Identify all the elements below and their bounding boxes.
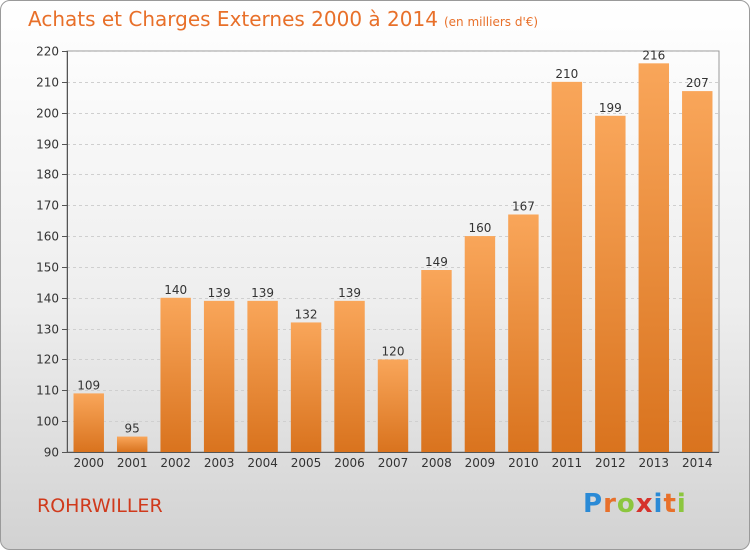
proxiti-logo: Proxiti <box>583 489 687 519</box>
x-tick-label: 2013 <box>639 456 670 470</box>
y-tick-label: 130 <box>36 323 59 337</box>
bar-value-label: 199 <box>599 101 622 115</box>
bar-value-label: 132 <box>295 307 318 321</box>
y-tick-label: 210 <box>36 76 59 90</box>
x-tick-label: 2012 <box>595 456 626 470</box>
logo-letter: r <box>603 489 617 519</box>
bar-2010 <box>508 214 539 452</box>
logo-letter: x <box>635 489 654 519</box>
y-tick-label: 110 <box>36 384 59 398</box>
y-tick-label: 150 <box>36 261 59 275</box>
bar-value-label: 95 <box>125 422 140 436</box>
x-tick-label: 2003 <box>204 456 235 470</box>
x-axis: 2000 2001 2002 2003 2004 2005 2006 2007 2008 2009… <box>67 452 719 470</box>
bar-2007 <box>377 359 409 452</box>
x-tick-label: 2006 <box>334 456 365 470</box>
bar-value-label: 160 <box>468 221 491 235</box>
y-tick-label: 120 <box>36 353 59 367</box>
y-tick-label: 200 <box>36 107 59 121</box>
logo-letter: i <box>653 489 664 519</box>
bar-value-label: 167 <box>512 199 535 213</box>
y-tick-label: 90 <box>44 446 59 460</box>
logo-letter: t <box>663 489 677 519</box>
chart-subtitle: (en milliers d'€) <box>443 15 539 29</box>
logo-letter: i <box>676 489 687 519</box>
bar-2001 <box>116 436 148 452</box>
chart-title: Achats et Charges Externes 2000 à 2014 (e… <box>28 7 538 31</box>
bar-value-label: 140 <box>164 283 187 297</box>
x-tick-label: 2000 <box>73 456 104 470</box>
bar-value-label: 210 <box>555 67 578 81</box>
bar-value-label: 216 <box>642 48 665 62</box>
y-axis: 90 100 110 120 130 140 150 160 170 180 190 200 210 22… <box>36 45 68 460</box>
bar-2000 <box>73 393 104 452</box>
x-tick-label: 2009 <box>465 456 496 470</box>
bar-2011 <box>551 81 583 452</box>
x-tick-label: 2005 <box>291 456 322 470</box>
y-tick-label: 160 <box>36 230 59 244</box>
y-tick-label: 180 <box>36 168 59 182</box>
x-tick-label: 2007 <box>378 456 409 470</box>
y-tick-label: 190 <box>36 138 59 152</box>
x-tick-label: 2010 <box>508 456 539 470</box>
gridlines <box>66 50 720 453</box>
bar-value-label: 139 <box>208 286 231 300</box>
y-tick-label: 100 <box>36 415 59 429</box>
bar-value-label: 149 <box>425 255 448 269</box>
logo-letter: P <box>583 489 604 519</box>
x-tick-label: 2001 <box>117 456 148 470</box>
x-tick-label: 2008 <box>421 456 452 470</box>
bar-value-label: 120 <box>382 344 405 358</box>
bar-2002 <box>160 297 191 452</box>
bar-2012 <box>595 115 626 453</box>
bar-2008 <box>421 270 452 452</box>
bar-2005 <box>290 322 322 452</box>
y-tick-label: 170 <box>36 199 59 213</box>
bar-2013 <box>638 63 670 452</box>
place-label: ROHRWILLER <box>37 495 163 517</box>
x-tick-label: 2011 <box>552 456 583 470</box>
bar-2004 <box>247 300 278 452</box>
bar-2014 <box>682 91 713 452</box>
chart-title-text: Achats et Charges Externes 2000 à 2014 <box>28 7 438 31</box>
bar-value-label: 139 <box>251 286 274 300</box>
bar-2009 <box>464 236 496 452</box>
logo-letter: o <box>616 489 636 519</box>
x-tick-label: 2004 <box>247 456 278 470</box>
x-tick-label: 2014 <box>682 456 713 470</box>
x-tick-label: 2002 <box>160 456 191 470</box>
bar-value-label: 207 <box>686 76 709 90</box>
bar-value-label: 139 <box>338 286 361 300</box>
bar-value-label: 109 <box>77 378 100 392</box>
bars: 109 95 140 139 139 132 139 120 149 160 167 210 199 21… <box>73 48 713 453</box>
bar-2003 <box>203 300 235 452</box>
y-tick-label: 140 <box>36 292 59 306</box>
y-tick-label: 220 <box>36 45 59 59</box>
bar-2006 <box>334 300 365 452</box>
